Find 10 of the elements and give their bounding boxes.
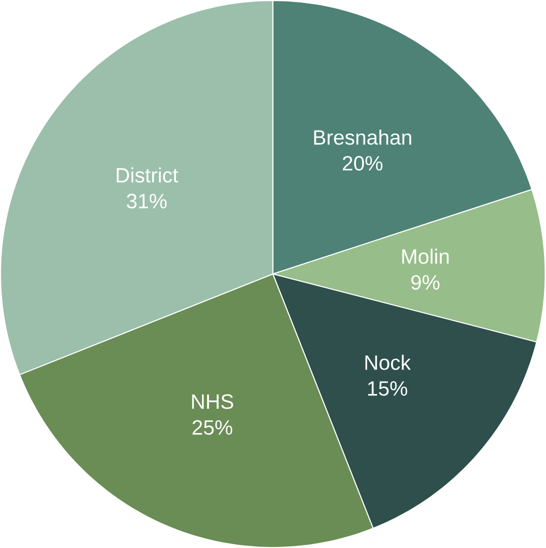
data-label: 9%	[411, 275, 440, 290]
slice-label: Bresnahan	[314, 130, 412, 145]
data-label: 20%	[342, 156, 383, 171]
data-label: 15%	[368, 381, 408, 396]
slice-label: NHS	[192, 394, 234, 409]
data-label: 31%	[126, 194, 167, 208]
data-label: 25%	[192, 420, 232, 435]
slice-label: Molin	[402, 248, 449, 264]
slice-label: Nock	[366, 354, 411, 370]
slice-label: District	[116, 167, 178, 183]
